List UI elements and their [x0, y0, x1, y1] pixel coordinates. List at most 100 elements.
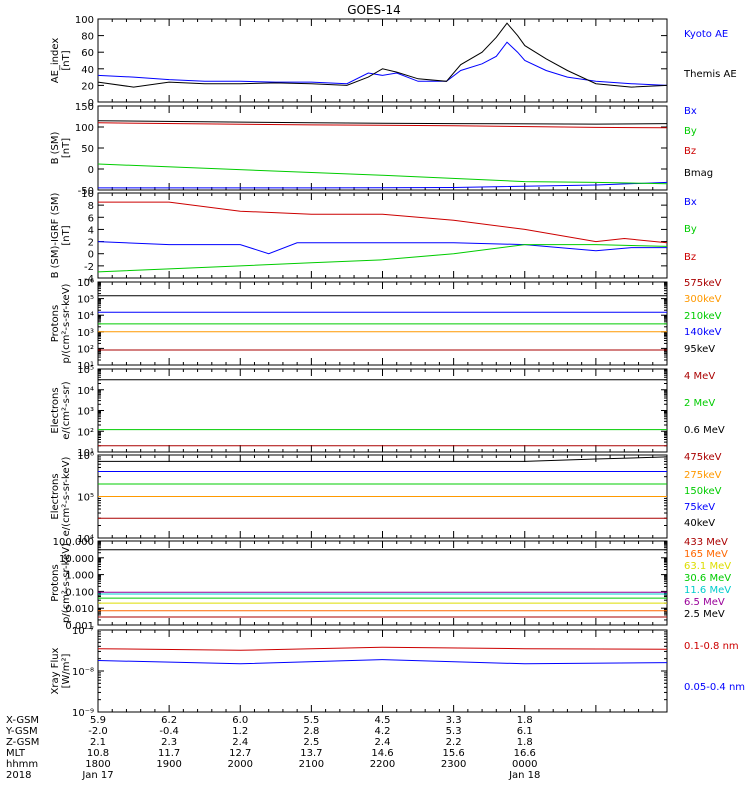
y-tick-label: 10⁴	[77, 311, 94, 322]
legend-label: Bz	[684, 252, 696, 263]
x-tick-label: 6.2	[161, 715, 177, 726]
x-tick-label: -2.0	[88, 726, 108, 737]
x-tick-label: 2000	[228, 759, 253, 770]
legend-label: 210keV	[684, 311, 722, 322]
x-tick-label: 4.5	[375, 715, 391, 726]
x-tick-label: 2.2	[446, 737, 462, 748]
panel-frame	[97, 540, 668, 626]
y-tick-label: 8	[88, 201, 94, 212]
y-tick-label: 4	[88, 225, 94, 236]
x-tick-label: 2.1	[90, 737, 106, 748]
x-tick-label: 16.6	[514, 748, 536, 759]
x-tick-label: 5.3	[446, 726, 462, 737]
x-tick-label: 5.5	[303, 715, 319, 726]
y-tick-label: 1.000	[65, 571, 94, 582]
y-tick-label: 6	[88, 213, 94, 224]
x-tick-label: 2.8	[303, 726, 319, 737]
y-tick-label: 10⁵	[77, 295, 94, 306]
y-tick-label: 10³	[77, 407, 94, 418]
x-tick-label: 1.2	[232, 726, 248, 737]
x-tick-label: 15.6	[442, 748, 464, 759]
legend-label: Bx	[684, 197, 697, 208]
y-tick-label: 10.000	[59, 554, 94, 565]
x-axis-annotation-table: X-GSM 5.9 6.2 6.0 5.5 4.5 3.3 1.8 Y-GSM -2.0 -0.4 1…	[5, 715, 540, 781]
panel-protons2: 0.001 0.010 0.100 1.000 10.000 100.000 Protons…	[50, 537, 731, 632]
legend-label: 575keV	[684, 278, 722, 289]
legend-label: Kyoto AE	[684, 29, 728, 40]
x-tick-label: 6.1	[517, 726, 533, 737]
legend-label: 475keV	[684, 452, 722, 463]
x-tick-label: Jan 18	[508, 770, 540, 781]
legend-label: 0.6 MeV	[684, 425, 725, 436]
y-axis-label: Protons	[50, 564, 61, 601]
y-tick-label: 0.010	[65, 604, 94, 615]
x-tick-label: 1900	[156, 759, 181, 770]
x-tick-label: 2.4	[375, 737, 391, 748]
y-tick-label: 10⁵	[77, 493, 94, 504]
y-axis-label: e/(cm²-s-sr-keV)	[61, 457, 72, 537]
x-tick-label: 2200	[370, 759, 395, 770]
x-tick-label: 2.5	[303, 737, 319, 748]
series-line	[98, 181, 668, 189]
y-tick-label: 10¹	[77, 448, 94, 459]
legend-label: 30.6 MeV	[684, 573, 731, 584]
y-tick-label: 10³	[77, 328, 94, 339]
y-tick-label: -50	[78, 186, 94, 197]
y-tick-label: 2	[88, 238, 94, 249]
y-axis-label: [nT]	[61, 225, 72, 245]
x-axis-row-label: Z-GSM	[6, 737, 39, 748]
x-axis-row-label: X-GSM	[6, 715, 39, 726]
legend-label: 275keV	[684, 470, 722, 481]
y-axis-label: B (SM)	[50, 131, 61, 164]
x-axis-row-label: Y-GSM	[5, 726, 38, 737]
x-axis-row-label: 2018	[6, 770, 31, 781]
legend-label: 4 MeV	[684, 371, 715, 382]
panel-frame	[97, 18, 668, 103]
legend-label: Themis AE	[683, 69, 737, 80]
y-axis-label: [nT]	[61, 50, 72, 70]
legend-label: Bmag	[684, 168, 713, 179]
panel-bsm: -50 0 50 100 150 B (SM) [nT] Bx By Bz Bmag	[50, 102, 713, 197]
y-tick-label: -4	[84, 274, 94, 285]
x-tick-label: 1.8	[517, 715, 533, 726]
y-tick-label: 0.001	[65, 621, 94, 632]
y-tick-label: 0	[88, 250, 94, 261]
panel-frame	[97, 368, 668, 453]
x-tick-label: 13.7	[300, 748, 322, 759]
x-tick-label: Jan 17	[81, 770, 113, 781]
y-tick-label: 40	[81, 65, 94, 76]
legend-label: 0.05-0.4 nm	[684, 682, 745, 693]
series-line	[98, 201, 668, 244]
legend-label: 6.5 MeV	[684, 597, 725, 608]
legend-label: 63.1 MeV	[684, 561, 731, 572]
y-tick-label: 10²	[77, 427, 94, 438]
x-axis-row-label: MLT	[6, 748, 26, 759]
y-axis-label: Xray Flux	[50, 647, 61, 694]
legend-label: 0.1-0.8 nm	[684, 641, 739, 652]
x-tick-label: 2.3	[161, 737, 177, 748]
x-tick-label: 12.7	[229, 748, 251, 759]
legend-label: 140keV	[684, 327, 722, 338]
legend-label: 2.5 MeV	[684, 609, 725, 620]
x-tick-label: 1800	[85, 759, 110, 770]
panel-frame	[97, 105, 668, 191]
panel-xray: 10⁻⁹ 10⁻⁸ 10⁻⁷ Xray Flux [W/m²] 0.1-0.8 nm 0.0…	[50, 626, 745, 719]
y-axis-label: Electrons	[50, 387, 61, 433]
y-tick-label: 10⁻⁹	[72, 708, 94, 719]
y-tick-label: 0	[88, 98, 94, 109]
panel-protons1: 10¹ 10² 10³ 10⁴ 10⁵ 10⁶ Protons p/(cm²-s-sr-keV…	[50, 278, 722, 372]
series-line	[97, 244, 668, 273]
y-axis-label: B (SM)-IGRF (SM)	[50, 193, 61, 279]
y-axis-label: [W/m²]	[61, 653, 72, 688]
x-tick-label: 1.8	[517, 737, 533, 748]
legend-label: 75keV	[684, 502, 715, 513]
series-line	[98, 456, 668, 462]
panel-electrons2: 10⁴ 10⁵ 10⁶ Electrons e/(cm²-s-sr-keV) 475keV…	[50, 451, 722, 545]
y-tick-label: 80	[81, 32, 94, 43]
legend-label: 40keV	[684, 518, 715, 529]
x-tick-label: 2300	[441, 759, 466, 770]
x-tick-label: 11.7	[158, 748, 180, 759]
legend-label: 95keV	[684, 344, 715, 355]
